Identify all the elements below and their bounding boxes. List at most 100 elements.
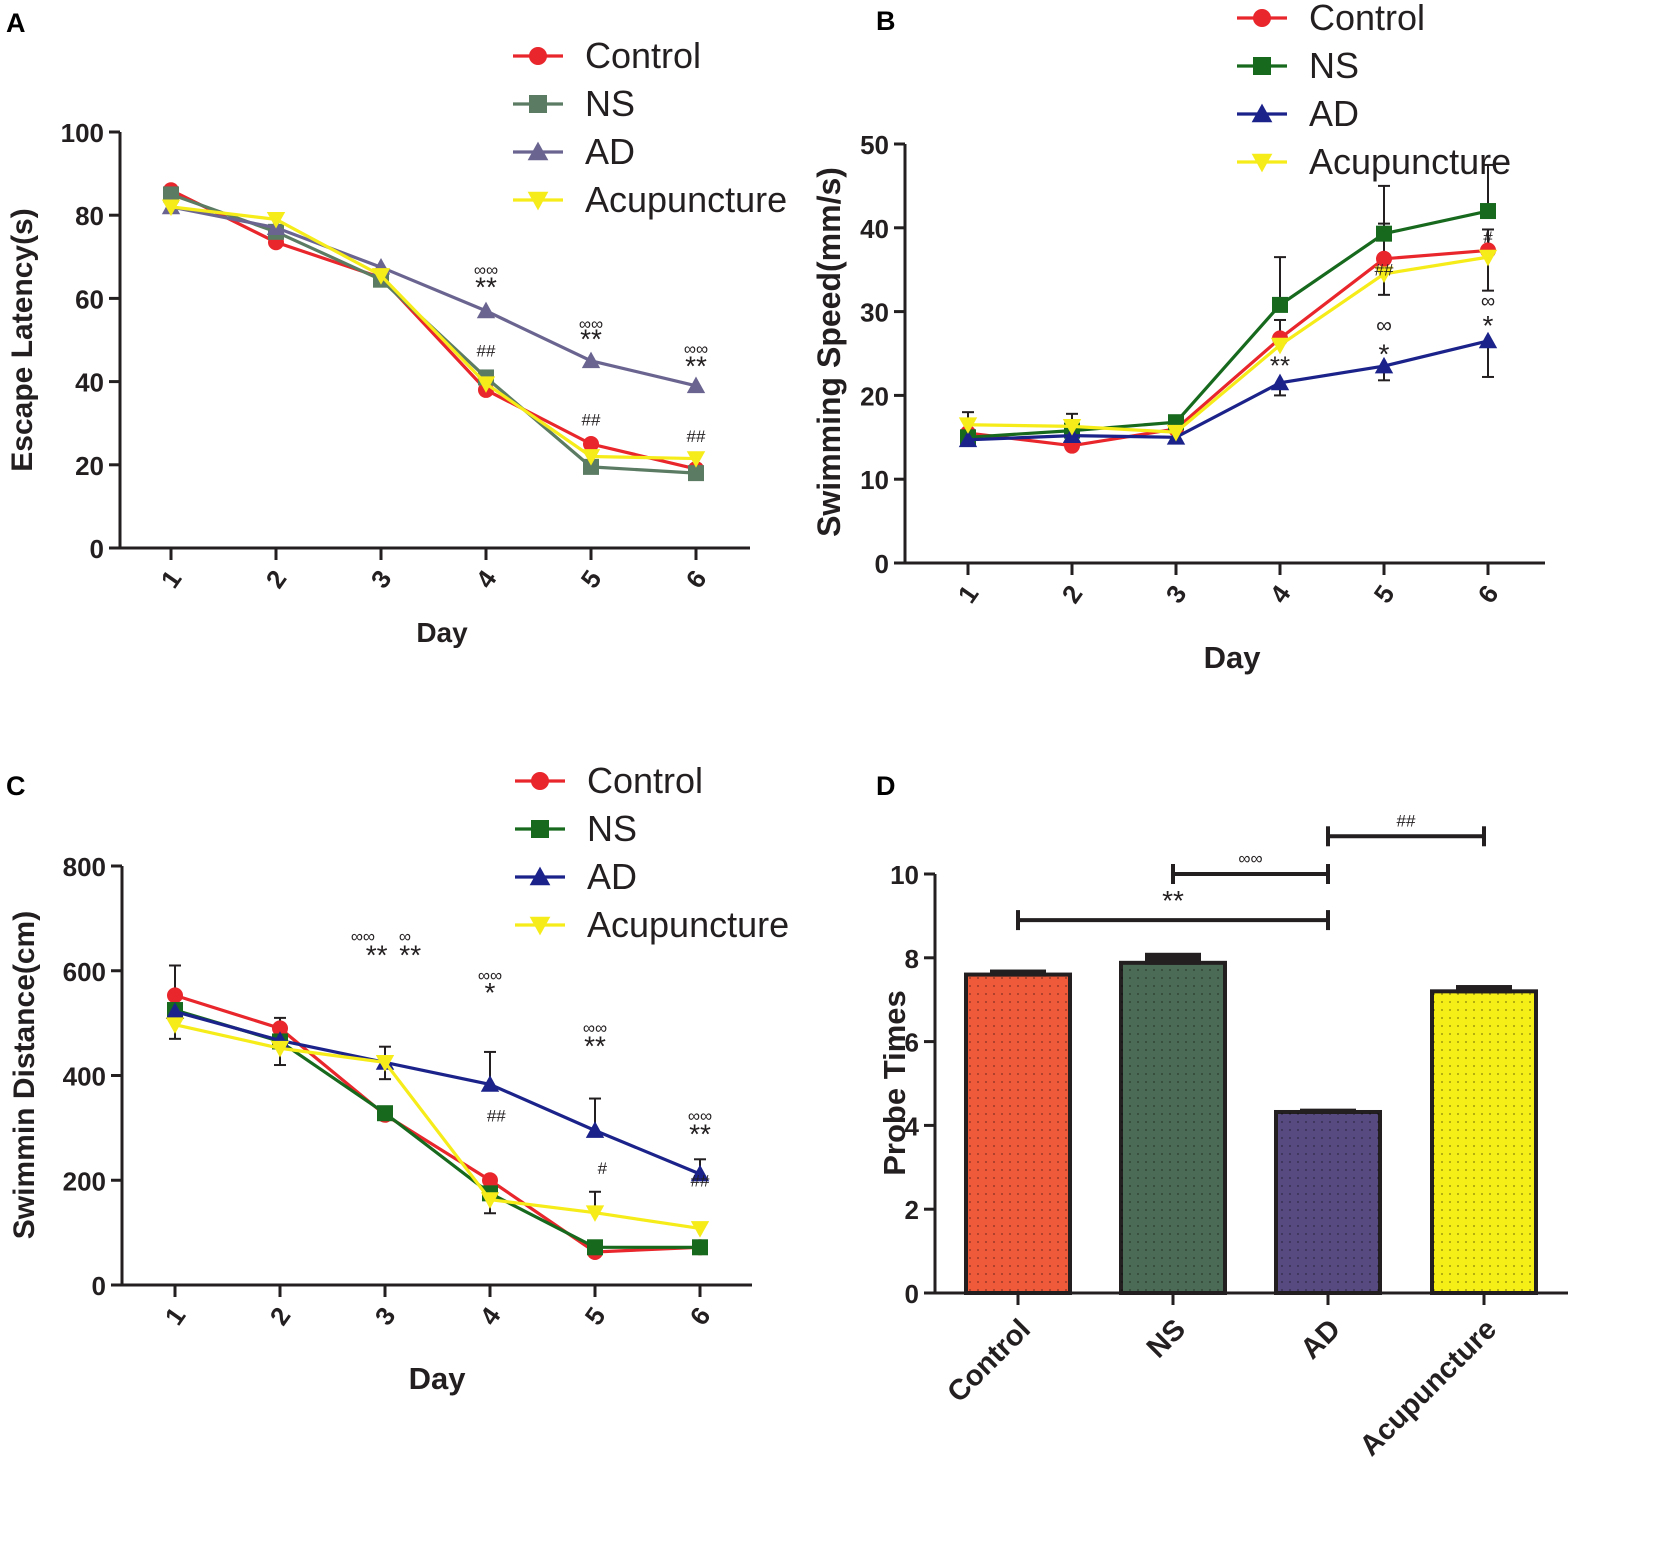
panel-c-data-point-acupuncture: [165, 1017, 185, 1034]
panel-c-y-axis-title: Swimmin Distance(cm): [8, 911, 41, 1239]
panel-a-data-point-acupuncture: [476, 376, 496, 393]
panel-c-y-tick-label: 400: [63, 1062, 106, 1092]
panel-c-legend-marker: [531, 772, 549, 790]
panel-b-significance-mark: *: [1483, 310, 1494, 341]
panel-d-bracket-label: ##: [1397, 811, 1416, 830]
panel-b-data-point-ad: [1478, 331, 1498, 349]
panel-b-significance-mark: ∞: [1376, 313, 1392, 338]
panel-b-y-tick-label: 50: [860, 130, 889, 160]
panel-c-data-point-acupuncture: [480, 1192, 500, 1209]
panel-a-significance-mark: ∞∞: [579, 315, 603, 334]
panel-a-significance-mark: ##: [582, 410, 601, 429]
panel-b-data-point-ns: [1376, 225, 1392, 242]
panel-d-bar-texture: [1432, 991, 1536, 1293]
panel-c-significance-mark: ∞∞: [351, 927, 375, 946]
panel-c-data-point-ns: [377, 1105, 393, 1122]
panel-a-series-line-ad: [170, 205, 697, 388]
panel-b-legend-marker: [1251, 153, 1273, 173]
panel-c-data-point-control: [167, 987, 183, 1004]
panel-c-significance-mark: ∞∞: [583, 1019, 607, 1038]
panel-a-y-tick-label: 40: [75, 368, 104, 398]
panel-b-data-point-acupuncture: [958, 417, 978, 434]
panel-b-legend-marker: [1251, 103, 1273, 123]
panel-c-y-tick-label: 600: [63, 957, 106, 987]
panel-b-y-tick-label: 20: [860, 381, 889, 411]
panel-b-significance-mark: #: [1483, 228, 1493, 247]
panel-d-bar-texture: [1121, 962, 1225, 1293]
panel-b-legend-label: AD: [1309, 93, 1359, 134]
panel-a-data-point-ns: [163, 186, 179, 203]
panel-c-x-axis-title: Day: [409, 1361, 467, 1396]
panel-b-data-point-ad: [958, 430, 978, 448]
panel-b-label: B: [876, 6, 896, 36]
panel-d-error-bar: [1456, 985, 1512, 994]
panel-b-data-point-ad: [1270, 373, 1290, 391]
panel-b-significance-mark: **: [1270, 350, 1290, 380]
panel-c-data-point-acupuncture: [690, 1221, 710, 1238]
panel-a-significance-mark: **: [475, 271, 497, 302]
panel-d-error-bar: [1300, 1108, 1356, 1114]
panel-b-legend-label: Control: [1309, 0, 1425, 38]
panel-d-bracket-label: **: [1162, 885, 1184, 916]
panel-b-data-point-control: [1376, 250, 1392, 267]
panel-d-y-axis-title: Probe Times: [877, 990, 912, 1176]
panel-c-legend-label: Control: [587, 760, 703, 801]
panel-b-data-point-ns: [1272, 296, 1288, 313]
panel-a-significance-mark: ##: [687, 427, 706, 446]
panel-c-data-point-ns: [587, 1239, 603, 1256]
panel-c-data-point-control: [482, 1172, 498, 1189]
panel-d-y-tick-label: 0: [905, 1279, 919, 1309]
panel-a-significance-mark: ∞∞: [474, 261, 498, 280]
panel-c-data-point-acupuncture: [375, 1055, 395, 1072]
panel-a-data-point-acupuncture: [371, 268, 391, 285]
panel-c-significance-mark: ∞∞: [478, 966, 502, 985]
panel-c-y-tick-label: 200: [63, 1166, 106, 1196]
panel-b-series-line-acupuncture: [967, 255, 1489, 434]
panel-a-data-point-ad: [581, 351, 601, 369]
panel-b-data-point-ad: [1374, 356, 1394, 374]
panel-b-series-line-ad: [967, 339, 1489, 442]
panel-b-legend-label: NS: [1309, 45, 1359, 86]
panel-c-y-tick-label: 0: [92, 1271, 106, 1301]
panel-c-y-tick-label: 800: [63, 852, 106, 882]
panel-a-data-point-ad: [476, 301, 496, 319]
panel-c-significance-mark: **: [366, 939, 388, 970]
panel-a-significance-mark: **: [580, 323, 602, 354]
panel-b-data-point-ns: [1480, 203, 1496, 220]
panel-a-legend-label: NS: [585, 83, 635, 124]
panel-c-significance-mark: #: [598, 1159, 608, 1178]
panel-b-data-point-acupuncture: [1166, 424, 1186, 442]
panel-b-legend-marker: [1253, 57, 1271, 75]
panel-c-data-point-ns: [692, 1239, 708, 1256]
panel-a-data-point-acupuncture: [161, 199, 181, 217]
panel-a-data-point-ns: [688, 465, 704, 482]
panel-c-data-point-ad: [585, 1121, 605, 1138]
panel-a-data-point-acupuncture: [581, 449, 601, 466]
panel-a-y-tick-label: 0: [90, 534, 104, 564]
panel-b-y-tick-label: 40: [860, 214, 889, 244]
panel-c-significance-mark: **: [584, 1031, 606, 1062]
panel-b-series-line-control: [967, 248, 1489, 448]
panel-c-data-point-ad: [690, 1164, 710, 1182]
panel-c-data-point-ad: [165, 1002, 185, 1019]
panel-a-data-point-ad: [686, 376, 706, 394]
panel-b-data-point-acupuncture: [1478, 249, 1498, 267]
panel-c-significance-mark: **: [399, 939, 421, 970]
panel-c-significance-mark: ∞∞: [688, 1107, 712, 1126]
panel-c-data-point-acupuncture: [585, 1205, 605, 1222]
panel-d-bracket-label: ∞∞: [1238, 849, 1262, 868]
panel-b-series-line-ns: [967, 209, 1489, 439]
panel-d-y-tick-label: 4: [905, 1111, 920, 1141]
panel-c-significance-mark: ##: [691, 1172, 710, 1191]
panel-c-series-line-control: [174, 993, 701, 1254]
panel-a-significance-mark: ##: [477, 342, 496, 361]
panel-a-label: A: [6, 8, 26, 38]
panel-a-y-axis-title: Escape Latency(s): [6, 208, 39, 471]
panel-a-data-point-ns: [583, 458, 599, 475]
panel-b-y-tick-label: 30: [860, 298, 889, 328]
panel-a-y-tick-label: 60: [75, 284, 104, 314]
panel-d-y-tick-label: 6: [905, 1028, 919, 1058]
panel-c-data-point-ad: [480, 1075, 500, 1092]
panel-a-significance-mark: ∞∞: [684, 340, 708, 359]
